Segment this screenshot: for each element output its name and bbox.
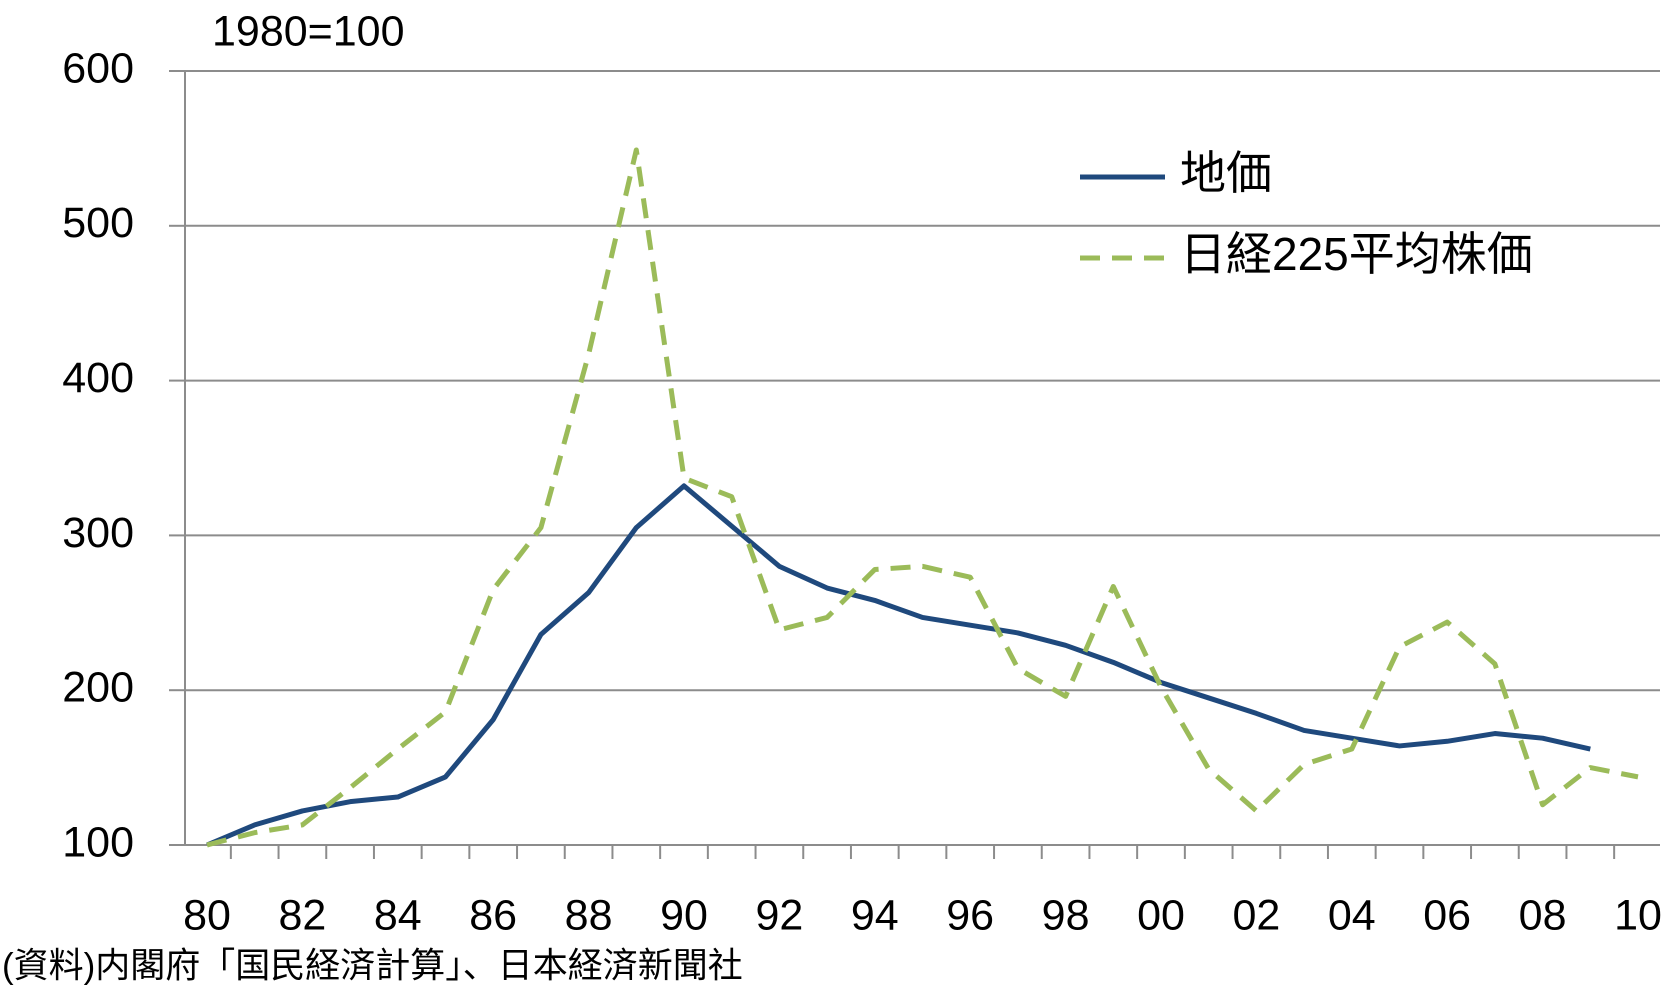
x-tick-label: 06 [1423, 891, 1471, 939]
x-tick-label: 04 [1328, 891, 1376, 939]
x-tick-label: 10 [1614, 891, 1662, 939]
x-tick-label: 96 [946, 891, 994, 939]
y-tick-label: 400 [62, 354, 134, 402]
x-tick-label: 86 [469, 891, 517, 939]
line-series [206, 483, 1591, 848]
x-tick-label: 02 [1232, 891, 1280, 939]
legend-label: 日経225平均株価 [1180, 228, 1533, 280]
line-series [206, 147, 1639, 848]
x-tick-label: 08 [1519, 891, 1567, 939]
y-tick-label: 600 [62, 44, 134, 92]
x-tick-label: 98 [1042, 891, 1090, 939]
y-axis-label: 1980=100 [212, 7, 405, 55]
x-tick-label: 88 [565, 891, 613, 939]
x-tick-label: 92 [755, 891, 803, 939]
x-tick-label: 90 [660, 891, 708, 939]
y-tick-label: 100 [62, 818, 134, 866]
legend-label: 地価 [1180, 147, 1272, 199]
y-tick-label: 300 [62, 509, 134, 557]
x-tick-label: 94 [851, 891, 899, 939]
x-tick-label: 82 [278, 891, 326, 939]
x-tick-label: 00 [1137, 891, 1185, 939]
x-tick-label: 84 [374, 891, 422, 939]
source-note: (資料)内閣府「国民経済計算」、日本経済新聞社 [2, 946, 743, 985]
y-tick-label: 500 [62, 199, 134, 247]
x-tick-label: 80 [183, 891, 231, 939]
y-tick-label: 200 [62, 664, 134, 712]
